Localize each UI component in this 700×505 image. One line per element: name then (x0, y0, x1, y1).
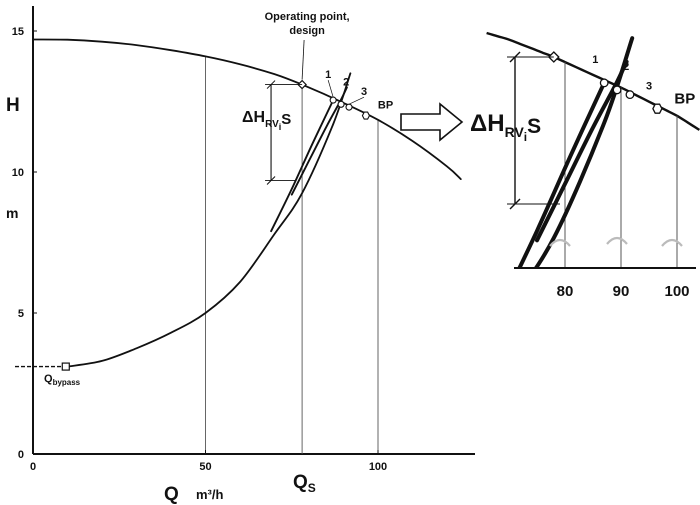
inset-point-2-marker (612, 85, 622, 95)
inset-point-1-label: 1 (592, 54, 598, 66)
y-tick-label: 0 (18, 449, 24, 461)
main-vertical-lines (205, 56, 379, 454)
bypass-point-marker (61, 362, 70, 371)
inset-throttle-curve-2-line (535, 59, 629, 243)
point-leader (340, 87, 347, 102)
y-tick-label: 5 (18, 308, 24, 320)
inset-delta-h-dimension (507, 51, 560, 210)
inset-break-mark (661, 238, 683, 247)
bp-label: BP (378, 100, 393, 112)
inset-point-1-marker (599, 78, 609, 88)
inset-delta-h-label: ΔHRViS (470, 110, 541, 144)
y-axis-unit: m (6, 205, 18, 221)
inset-delta-h-tick-bottom (509, 198, 521, 210)
point-2-marker (337, 100, 345, 108)
inset-system-curve-line (533, 36, 635, 268)
inset-panel: 80 90 100 1 2 3 BP ΔHRViS (470, 31, 700, 300)
x-tick-label: 50 (199, 461, 211, 473)
x-tick-label: 100 (369, 461, 387, 473)
inset-point-3-marker (625, 90, 635, 100)
delta-h-tick-top (266, 80, 276, 89)
point-1-label: 1 (325, 69, 331, 81)
delta-h-tick-bottom (266, 176, 276, 185)
point-3-label: 3 (361, 86, 367, 98)
x-tick-label: 0 (30, 461, 36, 473)
main-series (15, 38, 462, 368)
operating-point-label: Operating point, (265, 11, 350, 23)
point-3-marker (345, 103, 353, 111)
main-axes (32, 6, 475, 455)
operating-point-leader (301, 39, 305, 80)
point-leader (327, 79, 334, 98)
inset-break-mark (606, 236, 628, 245)
pump-curve-line (32, 38, 462, 180)
operating-point-label: design (289, 25, 325, 37)
delta-h-dimension (265, 80, 303, 185)
inset-point-2-label: 2 (623, 61, 629, 73)
bp-point-marker (361, 111, 371, 120)
bypass-label: Qbypass (44, 373, 81, 387)
x-axis-title: Q (164, 484, 179, 505)
point-2-label: 2 (343, 76, 349, 88)
throttle-curve-1-line (270, 99, 335, 233)
y-axis-title: H (6, 95, 20, 116)
inset-throttle-curve-1-line (517, 80, 607, 268)
system-curve-line (66, 72, 352, 368)
inset-bp-marker (652, 103, 663, 114)
inset-tick-labels: 80 90 100 (557, 283, 690, 300)
qs-label: QS (293, 472, 316, 495)
main-points (61, 79, 371, 371)
point-leader (348, 96, 365, 105)
inset-point-labels: 1 2 3 BP (592, 54, 695, 108)
point-1-marker (329, 96, 337, 104)
y-tick-label: 15 (12, 26, 24, 38)
y-tick-label: 10 (12, 167, 24, 179)
main-tick-labels: 0 50 100 0 5 10 15 (12, 26, 387, 473)
delta-h-label: ΔHRViS (242, 109, 291, 132)
main-point-labels: Operating point, design 123 BP Qbypass (44, 11, 393, 387)
inset-break-mark (549, 238, 571, 247)
inset-pump-curve-line (486, 31, 700, 131)
inset-point-3-label: 3 (646, 81, 652, 93)
inset-x-tick-label: 100 (664, 283, 689, 300)
x-axis-unit: m³/h (196, 487, 224, 502)
inset-delta-h-tick-top (509, 51, 521, 63)
zoom-arrow (400, 102, 464, 142)
inset-bp-label: BP (674, 91, 695, 108)
inset-x-tick-label: 90 (613, 283, 630, 300)
inset-x-tick-label: 80 (557, 283, 574, 300)
